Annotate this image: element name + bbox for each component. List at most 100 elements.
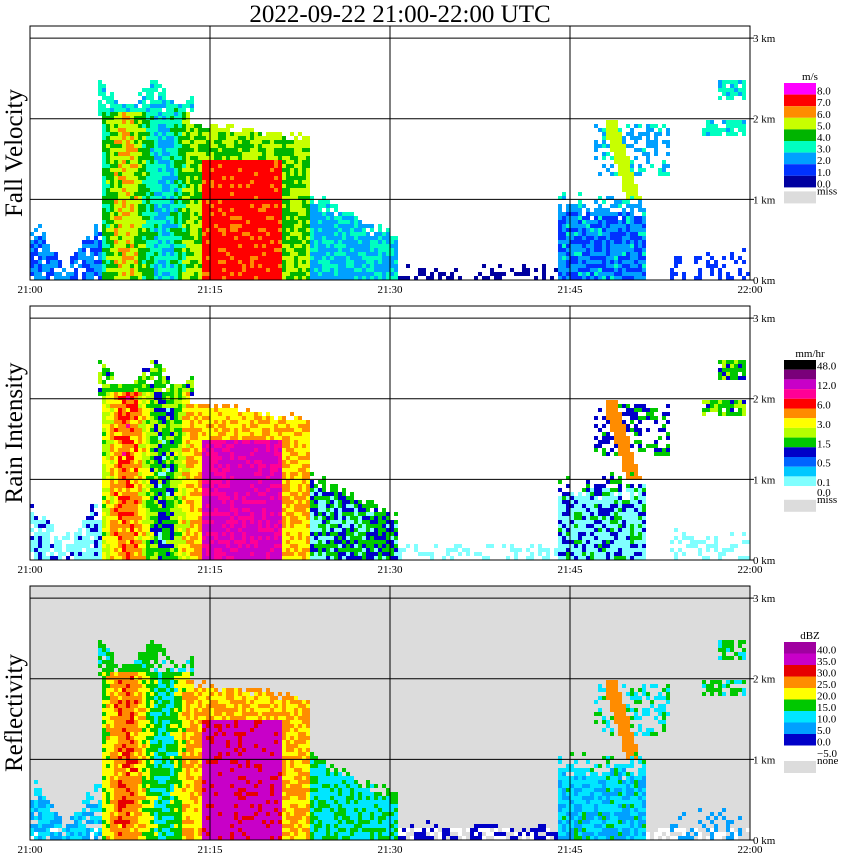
colorbar-label: 3.0 xyxy=(817,419,831,431)
plot-frame xyxy=(29,25,751,281)
colorbar-label: 0.0 xyxy=(817,737,831,749)
x-tick-label: 22:00 xyxy=(737,844,763,856)
colorbar-swatch xyxy=(784,688,816,700)
colorbar-swatch xyxy=(784,418,816,428)
colorbar-swatch xyxy=(784,129,816,141)
x-tick-label: 21:00 xyxy=(17,844,43,856)
colorbar-label: 40.0 xyxy=(817,645,837,657)
colorbar-label: 1.5 xyxy=(817,438,831,450)
y-tick-label: 3 km xyxy=(753,33,776,45)
x-tick-label: 22:00 xyxy=(737,284,763,296)
colorbar-swatch xyxy=(784,175,816,188)
colorbar-label: 0.5 xyxy=(817,458,831,470)
colorbar-swatch xyxy=(784,457,816,467)
colorbar-swatch xyxy=(784,466,816,477)
colorbar-label: 10.0 xyxy=(817,714,837,726)
colorbar-swatch xyxy=(784,141,816,153)
panel-reflectivity: 21:00 21:15 21:30 21:45 22:000 km 1 km 2 km 3 k… xyxy=(1,585,839,856)
colorbar-swatch xyxy=(784,476,816,487)
colorbar-swatch xyxy=(784,761,816,773)
colorbar-swatch xyxy=(784,94,816,107)
colorbar-units: mm/hr xyxy=(795,348,825,360)
colorbar-swatch xyxy=(784,427,816,438)
colorbar-label: miss xyxy=(817,185,837,197)
y-tick-label: 2 km xyxy=(753,674,776,686)
colorbar-swatch xyxy=(784,164,816,176)
x-tick-label: 22:00 xyxy=(737,564,763,576)
colorbar-label: miss xyxy=(817,494,837,506)
colorbar-label: 0.1 xyxy=(817,477,831,489)
colorbar-swatch xyxy=(784,676,816,688)
colorbar-label: 4.0 xyxy=(817,132,831,144)
y-tick-label: 3 km xyxy=(753,313,776,325)
colorbar-swatch xyxy=(784,447,816,457)
colorbar-swatch xyxy=(784,734,816,746)
y-tick-label: 2 km xyxy=(753,394,776,406)
colorbar-swatch xyxy=(784,83,816,95)
colorbar-label: 35.0 xyxy=(817,656,837,668)
colorbar-swatch xyxy=(784,191,816,204)
colorbar-label: 30.0 xyxy=(817,668,837,680)
page-title: 2022-09-22 21:00-22:00 UTC xyxy=(249,1,551,28)
x-tick-label: 21:15 xyxy=(197,844,223,856)
y-tick-label: 2 km xyxy=(753,114,776,126)
colorbar-label: 25.0 xyxy=(817,679,837,691)
colorbar-swatch xyxy=(784,389,816,399)
colorbar-label: 3.0 xyxy=(817,144,831,156)
colorbar-label: 0.0 xyxy=(817,487,831,499)
colorbar-label: 20.0 xyxy=(817,691,837,703)
colorbar-units: m/s xyxy=(802,71,818,83)
colorbar-label: 7.0 xyxy=(817,97,831,109)
colorbar-swatch xyxy=(784,117,816,130)
colorbar-label: 2.0 xyxy=(817,155,831,167)
colorbar-swatch xyxy=(784,486,816,496)
plot-frame xyxy=(29,585,751,841)
x-tick-label: 21:45 xyxy=(557,844,583,856)
colorbar-label: 0.0 xyxy=(817,178,831,190)
colorbar-swatch xyxy=(784,152,816,165)
x-tick-label: 21:00 xyxy=(17,564,43,576)
colorbar-swatch xyxy=(784,642,816,654)
y-tick-label: 0 km xyxy=(753,835,776,847)
panel-label: Rain Intensity xyxy=(1,362,28,503)
colorbar-swatch xyxy=(784,745,816,757)
x-tick-label: 21:30 xyxy=(377,844,403,856)
colorbar-label: 5.0 xyxy=(817,120,831,132)
colorbar-label: 48.0 xyxy=(817,361,837,373)
x-tick-label: 21:45 xyxy=(557,284,583,296)
colorbar-swatch xyxy=(784,711,816,723)
panel-label: Fall Velocity xyxy=(1,89,28,218)
colorbar-swatch xyxy=(784,437,816,448)
x-tick-label: 21:00 xyxy=(17,284,43,296)
y-tick-label: 0 km xyxy=(753,555,776,567)
y-tick-label: 3 km xyxy=(753,593,776,605)
colorbar-swatch xyxy=(784,106,816,118)
y-tick-label: 1 km xyxy=(753,754,776,766)
colorbar-swatch xyxy=(784,499,816,512)
heatmap-field xyxy=(30,640,750,840)
colorbar-swatch xyxy=(784,379,816,390)
colorbar-swatch xyxy=(784,408,816,419)
x-tick-label: 21:15 xyxy=(197,564,223,576)
colorbar-swatch xyxy=(784,398,816,409)
x-tick-label: 21:30 xyxy=(377,564,403,576)
panel-fall-velocity: 21:00 21:15 21:30 21:45 22:000 km 1 km 2 km 3 k… xyxy=(1,25,837,296)
colorbar-label: 8.0 xyxy=(817,86,831,98)
colorbar-swatch xyxy=(784,699,816,711)
plot-frame xyxy=(29,305,751,561)
colorbar-label: 6.0 xyxy=(817,109,831,121)
colorbar-swatch xyxy=(784,665,816,677)
panel-rain-intensity: 21:00 21:15 21:30 21:45 22:000 km 1 km 2 km 3 k… xyxy=(1,305,837,576)
x-tick-label: 21:30 xyxy=(377,284,403,296)
colorbar-swatch xyxy=(784,360,816,370)
y-tick-label: 1 km xyxy=(753,194,776,206)
colorbar-label: 6.0 xyxy=(817,400,831,412)
colorbar-label: 5.0 xyxy=(817,725,831,737)
colorbar-label: 15.0 xyxy=(817,702,837,714)
colorbar-units: dBZ xyxy=(800,630,820,642)
y-tick-label: 0 km xyxy=(753,275,776,287)
colorbar-swatch xyxy=(784,369,816,380)
x-tick-label: 21:15 xyxy=(197,284,223,296)
y-tick-label: 1 km xyxy=(753,474,776,486)
